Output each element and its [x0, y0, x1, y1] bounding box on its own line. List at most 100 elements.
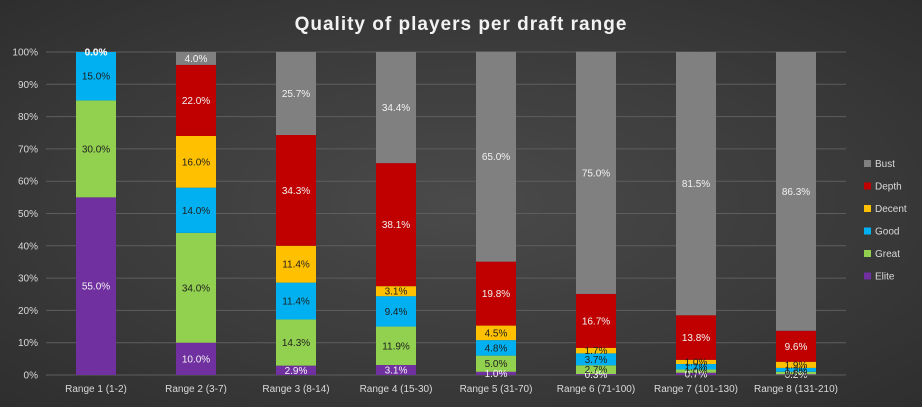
- data-labels: 55.0%30.0%15.0%0.0%0.0%10.0%34.0%14.0%16…: [82, 48, 810, 382]
- data-label: 0.8%: [785, 369, 808, 380]
- data-label: 0.2%: [785, 370, 808, 381]
- data-label: 81.5%: [682, 179, 710, 190]
- y-tick-label: 90%: [18, 80, 38, 91]
- data-label: 25.7%: [282, 89, 310, 100]
- data-label: 30.0%: [82, 144, 110, 155]
- data-label: 22.0%: [182, 96, 210, 107]
- bar-segment: [276, 135, 316, 246]
- data-label: 0.7%: [685, 369, 708, 380]
- data-label: 1.0%: [685, 367, 708, 378]
- bar-segment: [776, 371, 816, 375]
- data-label: 55.0%: [82, 282, 110, 293]
- data-label: 3.7%: [585, 355, 608, 366]
- bar-segment: [676, 315, 716, 360]
- bar-segment: [576, 365, 616, 375]
- bar-segment: [476, 261, 516, 326]
- bar-segment: [176, 135, 216, 188]
- bar-segment: [676, 359, 716, 365]
- x-category-label: Range 3 (8-14): [262, 384, 329, 395]
- data-label: 13.8%: [682, 333, 710, 344]
- bar-segment: [476, 51, 516, 262]
- data-label: 16.0%: [182, 157, 210, 168]
- data-label: 10.0%: [182, 354, 210, 365]
- data-label: 34.4%: [382, 103, 410, 114]
- bar-segment: [476, 371, 516, 375]
- legend-swatch: [864, 205, 871, 212]
- y-tick-label: 60%: [18, 177, 38, 188]
- data-label: 2.9%: [285, 366, 308, 377]
- bar-segment: [76, 52, 116, 101]
- data-label: 38.1%: [382, 220, 410, 231]
- bar-segment: [376, 52, 416, 164]
- y-tick-label: 100%: [12, 48, 38, 59]
- bar-segment: [776, 330, 816, 362]
- data-label: 4.5%: [485, 328, 508, 339]
- data-label: 4.8%: [485, 343, 508, 354]
- data-label: 1.0%: [485, 369, 508, 380]
- data-label: 1.7%: [685, 362, 708, 373]
- gridlines: [46, 51, 846, 376]
- x-category-label: Range 4 (15-30): [360, 384, 433, 395]
- y-tick-label: 20%: [18, 306, 38, 317]
- data-label: 34.3%: [282, 186, 310, 197]
- bar-segment: [576, 293, 616, 348]
- x-category-label: Range 6 (71-100): [557, 384, 635, 395]
- bar-segment: [376, 326, 416, 365]
- data-label: 65.0%: [482, 152, 510, 163]
- y-tick-label: 30%: [18, 274, 38, 285]
- bar-segment: [276, 282, 316, 320]
- data-label: 1.0%: [685, 357, 708, 368]
- data-label: 11.9%: [382, 341, 410, 352]
- legend-swatch: [864, 227, 871, 235]
- bar-segment: [176, 187, 216, 233]
- x-category-label: Range 1 (1-2): [65, 384, 127, 395]
- data-label: 15.0%: [82, 72, 110, 83]
- data-label: 16.7%: [582, 316, 610, 327]
- data-label: 1.7%: [585, 346, 608, 357]
- data-label: 5.0%: [485, 359, 508, 370]
- x-axis: Range 1 (1-2) Range 2 (3-7) Range 3 (8-14)…: [65, 384, 838, 395]
- legend: Bust Depth Decent Good Great Elite: [864, 159, 907, 283]
- legend-swatch: [864, 160, 871, 167]
- data-label: 9.6%: [785, 342, 808, 353]
- data-label: 34.0%: [182, 283, 210, 294]
- bar-segment: [776, 367, 816, 372]
- bar-segment: [376, 286, 416, 297]
- bar-segment: [376, 296, 416, 327]
- y-tick-label: 70%: [18, 144, 38, 155]
- bar-segment: [176, 232, 216, 343]
- bar-segment: [576, 347, 616, 354]
- y-tick-label: 80%: [18, 112, 38, 123]
- data-label: 3.1%: [385, 287, 408, 298]
- legend-swatch: [864, 272, 871, 280]
- x-category-label: Range 7 (101-130): [654, 384, 738, 395]
- bar-segment: [176, 52, 216, 65]
- bar-segment: [776, 52, 816, 331]
- data-label: 1.9%: [785, 360, 808, 371]
- legend-label: Depth: [875, 182, 902, 193]
- legend-swatch: [864, 250, 871, 257]
- x-category-label: Range 5 (31-70): [460, 384, 533, 395]
- x-category-label: Range 2 (3-7): [165, 384, 227, 395]
- chart-title: Quality of players per draft range: [295, 14, 628, 35]
- data-label: 75.0%: [582, 168, 610, 179]
- y-tick-label: 0%: [24, 371, 39, 382]
- bars: [76, 51, 816, 375]
- legend-label: Good: [875, 227, 899, 238]
- data-label: 2.7%: [585, 365, 608, 376]
- bar-segment: [376, 163, 416, 287]
- legend-label: Bust: [875, 159, 895, 170]
- data-label: 14.0%: [182, 206, 210, 217]
- data-label: 0.3%: [585, 370, 608, 381]
- bar-segment: [76, 197, 116, 375]
- legend-label: Elite: [875, 272, 895, 283]
- bar-segment: [576, 374, 616, 375]
- y-tick-label: 10%: [18, 338, 38, 349]
- data-label: 9.4%: [385, 307, 408, 318]
- data-label: 11.4%: [282, 297, 310, 308]
- data-label: 0.0%: [85, 48, 108, 59]
- bar-segment: [576, 51, 616, 294]
- bar-segment: [276, 319, 316, 366]
- bar-segment: [676, 52, 716, 316]
